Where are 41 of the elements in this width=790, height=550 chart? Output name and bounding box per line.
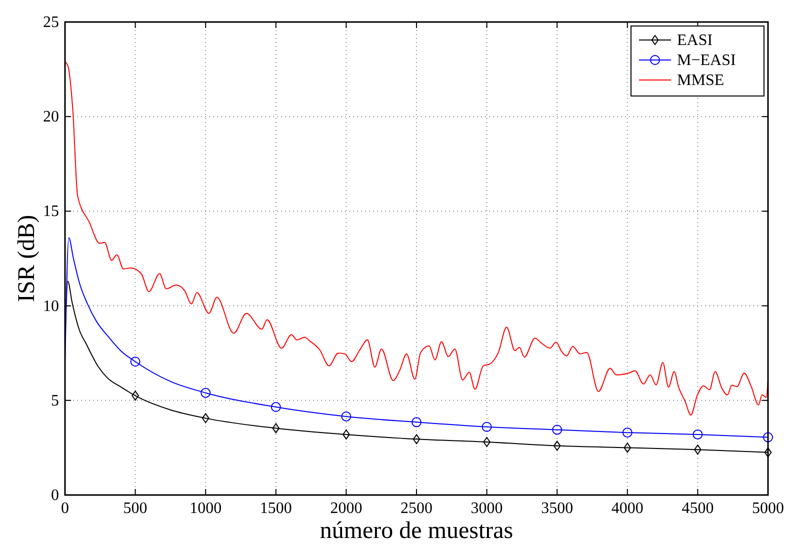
x-tick-label: 2500 [400,500,432,517]
point [624,442,632,453]
legend-label: M−EASI [677,52,736,69]
point [341,411,352,422]
point [694,444,702,455]
point [483,437,490,448]
point [692,429,703,440]
y-tick-label: 25 [43,14,59,31]
point [552,424,562,435]
point [553,440,561,451]
y-tick-label: 0 [51,487,59,504]
point [764,447,772,458]
x-tick-label: 3000 [470,500,503,517]
point [412,417,422,428]
y-axis-title: ISR (dB) [14,214,40,302]
legend-label: MMSE [677,72,724,89]
point [622,428,632,438]
point [200,388,211,398]
x-tick-label: 5000 [752,500,784,517]
x-tick-label: 4500 [682,500,714,517]
x-tick-label: 3500 [541,500,574,517]
point [763,432,773,442]
x-tick-label: 500 [123,500,148,517]
y-tick-label: 5 [51,392,59,410]
point [482,422,492,432]
point [132,390,139,401]
x-tick-label: 2000 [330,500,362,517]
y-tick-label: 15 [43,203,59,220]
point [342,429,350,440]
y-tick-label: 10 [43,298,59,315]
x-tick-label: 1500 [260,500,292,517]
legend-label: EASI [677,32,713,49]
point [412,434,420,444]
x-tick-label: 1000 [190,500,222,517]
point [270,402,281,412]
y-tick-label: 20 [43,108,59,126]
x-tick-label: 4000 [611,500,644,517]
point [202,413,210,424]
point [272,423,280,434]
point [130,356,140,367]
x-axis-title: número de muestras [320,518,514,544]
